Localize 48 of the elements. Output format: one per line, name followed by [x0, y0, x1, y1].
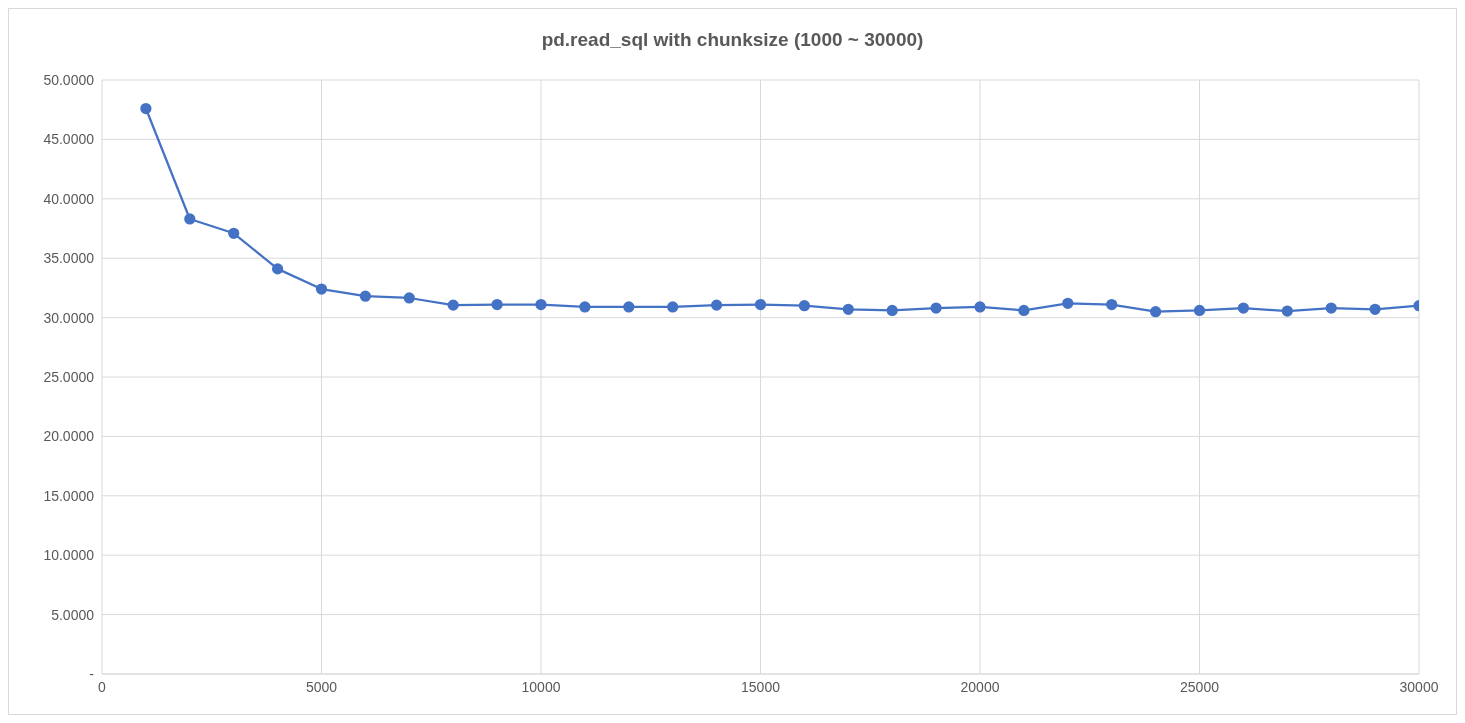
y-tick-label: 10.0000 — [43, 547, 95, 564]
point — [535, 298, 547, 311]
point — [930, 302, 942, 314]
y-tick-label: 20.0000 — [43, 428, 95, 445]
point — [1149, 306, 1162, 318]
point — [754, 298, 767, 311]
x-tick-label: 10000 — [521, 678, 561, 695]
point — [1018, 304, 1030, 317]
point — [403, 292, 415, 304]
point — [1325, 302, 1337, 314]
point — [184, 213, 196, 225]
point — [271, 263, 284, 275]
y-tick-label: 50.0000 — [43, 71, 95, 88]
y-tick-label: 15.0000 — [43, 487, 95, 504]
point — [710, 299, 723, 311]
point — [623, 301, 635, 313]
point — [667, 301, 679, 313]
point — [359, 290, 372, 302]
point — [842, 303, 854, 315]
point — [886, 304, 898, 317]
point — [1369, 303, 1381, 315]
y-tick-label: - — [89, 665, 95, 682]
chart-title: pd.read_sql with chunksize (1000 ~ 30000) — [540, 28, 925, 52]
y-tick-label: 5.0000 — [51, 606, 95, 623]
x-tick-label: 15000 — [741, 678, 781, 695]
point — [491, 298, 503, 311]
point — [228, 227, 240, 239]
y-tick-label: 25.0000 — [43, 368, 95, 385]
x-tick-label: 0 — [98, 678, 107, 695]
point — [447, 299, 459, 311]
y-tick-label: 40.0000 — [43, 190, 95, 207]
x-tick-label: 30000 — [1399, 678, 1439, 695]
x-tick-label: 20000 — [960, 678, 1000, 695]
point — [315, 283, 328, 295]
point — [140, 102, 152, 115]
x-tick-label: 5000 — [305, 678, 338, 695]
point — [974, 301, 986, 313]
y-tick-label: 30.0000 — [43, 309, 95, 326]
point — [1281, 305, 1293, 317]
x-tick-label: 25000 — [1180, 678, 1220, 695]
point — [1193, 304, 1206, 317]
y-tick-label: 35.0000 — [43, 250, 95, 267]
point — [579, 301, 591, 313]
y-tick-label: 45.0000 — [43, 131, 95, 148]
point — [798, 300, 811, 312]
point — [1106, 298, 1118, 311]
point — [1237, 302, 1250, 314]
point — [1062, 297, 1074, 309]
